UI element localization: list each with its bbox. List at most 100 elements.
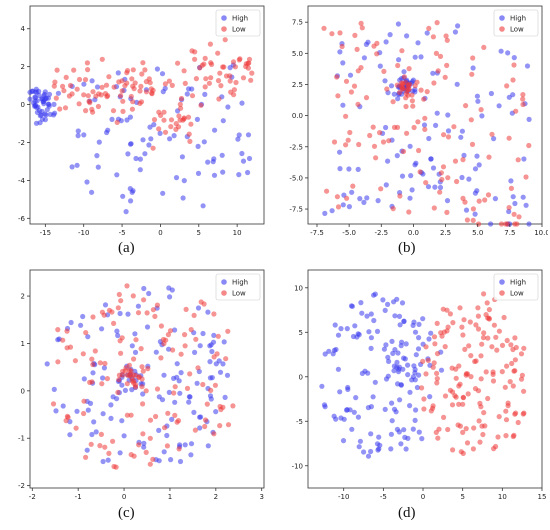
point-low — [64, 328, 70, 334]
legend-label-high: High — [232, 279, 248, 287]
point-high — [372, 291, 378, 297]
point-high — [156, 427, 162, 433]
point-low — [409, 98, 415, 104]
point-low — [337, 30, 343, 36]
point-high — [224, 372, 231, 378]
point-high — [191, 409, 197, 415]
point-low — [191, 312, 197, 318]
point-high — [171, 133, 177, 139]
point-low — [189, 93, 196, 99]
point-low — [143, 449, 149, 455]
point-low — [373, 155, 379, 161]
point-high — [322, 210, 328, 216]
point-low — [480, 335, 487, 341]
point-low — [175, 418, 182, 424]
point-high — [452, 29, 458, 35]
point-high — [132, 349, 139, 355]
point-high — [488, 221, 494, 227]
y-tick-label: 0 — [299, 373, 303, 381]
point-low — [150, 456, 156, 462]
point-low — [463, 372, 469, 378]
point-high — [201, 139, 207, 145]
point-high — [385, 158, 391, 164]
point-high — [424, 30, 430, 36]
point-high — [332, 322, 338, 328]
point-low — [504, 337, 510, 344]
point-low — [90, 109, 96, 115]
point-low — [201, 301, 207, 307]
point-high — [27, 96, 33, 102]
point-low — [173, 121, 179, 127]
point-low — [478, 353, 484, 359]
point-low — [450, 447, 456, 453]
point-high — [364, 195, 370, 201]
point-high — [407, 403, 413, 409]
point-low — [411, 124, 417, 131]
point-high — [416, 429, 422, 435]
point-low — [503, 433, 509, 439]
point-high — [74, 408, 80, 414]
point-high — [47, 111, 53, 117]
point-low — [156, 126, 162, 132]
point-low — [370, 124, 376, 130]
legend-marker-low — [499, 26, 505, 32]
point-high — [374, 328, 381, 334]
point-low — [334, 194, 340, 200]
point-low — [431, 360, 437, 366]
point-high — [222, 394, 228, 400]
point-low — [433, 50, 439, 57]
point-low — [124, 70, 130, 76]
point-high — [511, 55, 517, 61]
point-low — [510, 346, 516, 353]
point-high — [349, 426, 355, 432]
point-high — [377, 63, 383, 69]
point-high — [371, 317, 377, 324]
point-high — [109, 116, 115, 122]
point-low — [476, 198, 482, 204]
point-low — [240, 75, 247, 81]
point-low — [158, 355, 164, 361]
point-low — [202, 84, 208, 90]
point-low — [165, 332, 171, 338]
point-low — [421, 396, 427, 402]
point-low — [431, 334, 438, 340]
point-high — [392, 313, 398, 319]
point-low — [90, 89, 96, 95]
point-high — [349, 189, 355, 195]
point-high — [34, 89, 40, 95]
point-high — [427, 394, 433, 400]
point-high — [205, 309, 211, 315]
point-low — [437, 53, 444, 60]
point-high — [351, 409, 357, 415]
point-high — [177, 390, 183, 396]
x-tick-label: -2.5 — [374, 229, 388, 237]
point-low — [181, 68, 187, 74]
point-low — [400, 148, 407, 155]
point-high — [526, 116, 532, 122]
point-high — [164, 432, 170, 439]
point-low — [115, 389, 121, 395]
point-low — [99, 309, 105, 315]
series-high-d — [319, 291, 445, 459]
point-low — [52, 79, 58, 85]
point-low — [434, 20, 440, 26]
x-tick-label: -5.0 — [342, 229, 356, 237]
point-high — [365, 370, 371, 376]
point-high — [474, 188, 480, 194]
y-tick-label: 2.5 — [292, 81, 303, 89]
point-high — [128, 198, 134, 204]
point-high — [246, 155, 253, 162]
y-tick-label: -1 — [18, 435, 25, 443]
point-low — [158, 323, 164, 329]
point-low — [51, 83, 57, 89]
point-low — [431, 80, 437, 86]
point-low — [335, 93, 341, 99]
point-high — [326, 348, 332, 354]
y-tick-label: 2 — [21, 293, 25, 301]
point-high — [399, 339, 405, 345]
point-low — [182, 332, 188, 338]
point-high — [29, 88, 35, 94]
point-high — [96, 139, 102, 145]
point-low — [441, 414, 447, 420]
point-low — [115, 305, 121, 311]
